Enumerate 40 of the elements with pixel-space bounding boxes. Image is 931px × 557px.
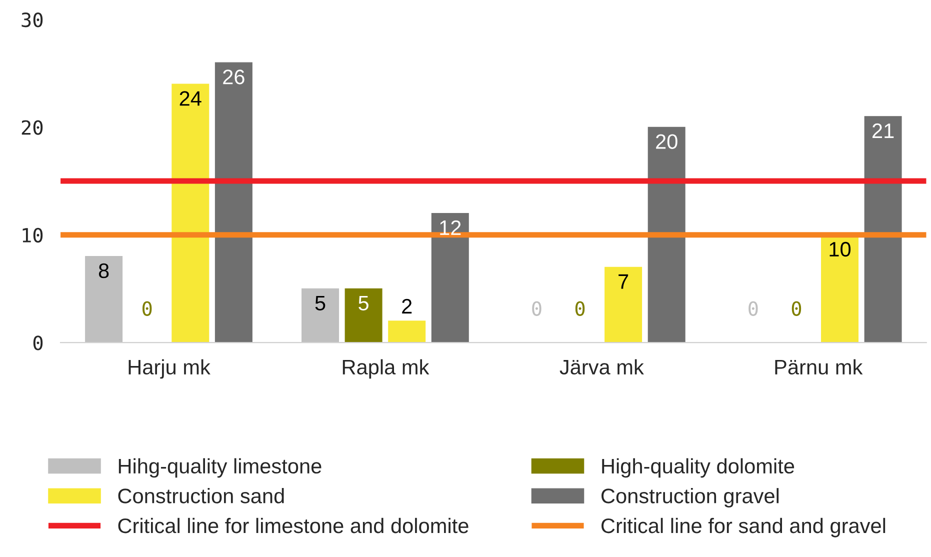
data-label: 2: [402, 298, 412, 314]
legend-label: Critical line for limestone and dolomite: [118, 518, 468, 534]
x-tick-label: Pärnu mk: [775, 359, 863, 375]
data-label: 0: [748, 301, 758, 316]
data-label: 0: [142, 301, 152, 316]
data-label: 5: [358, 296, 368, 310]
data-label: 24: [180, 91, 202, 106]
data-label: 7: [618, 274, 628, 289]
bar: [344, 288, 382, 343]
y-tick-label: 10: [22, 228, 43, 243]
bar: [85, 256, 123, 343]
y-tick-label: 0: [33, 336, 43, 350]
bar: [214, 62, 252, 343]
x-tick-label: Järva mk: [560, 359, 644, 375]
data-label: 12: [440, 220, 461, 235]
legend-label: Critical line for sand and gravel: [602, 518, 886, 538]
legend-label: Hihg-quality limestone: [118, 458, 322, 478]
bar: [648, 126, 686, 343]
data-label: 21: [872, 123, 894, 138]
data-label: 0: [792, 301, 802, 316]
legend-label: Construction gravel: [602, 488, 779, 508]
legend-label: High-quality dolomite: [602, 458, 794, 478]
data-label: 5: [315, 296, 326, 310]
bar: [864, 116, 902, 343]
y-tick-label: 20: [22, 120, 43, 135]
y-tick-label: 30: [22, 12, 43, 28]
x-tick-label: Rapla mk: [342, 359, 430, 379]
bar: [431, 212, 469, 343]
data-label: 10: [830, 242, 851, 257]
data-label: 20: [656, 134, 678, 149]
bar: [172, 84, 210, 343]
data-label: 0: [532, 301, 542, 316]
data-label: 0: [575, 301, 585, 316]
legend-label: Construction sand: [118, 488, 284, 504]
data-label: 8: [98, 263, 109, 278]
bar: [604, 266, 642, 343]
bar: [302, 288, 340, 343]
x-tick-label: Harju mk: [128, 359, 210, 379]
data-label: 26: [223, 70, 244, 84]
bar: [388, 320, 426, 343]
